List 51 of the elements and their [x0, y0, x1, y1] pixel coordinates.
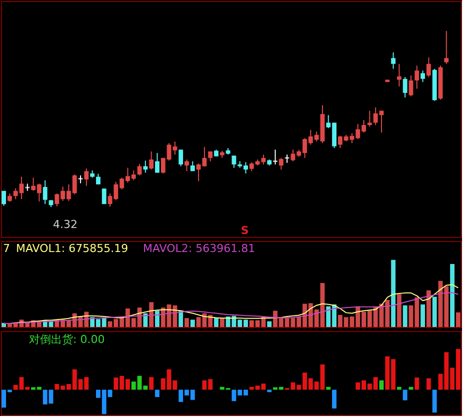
bar [402, 390, 408, 400]
bar [332, 390, 336, 408]
candlestick [444, 30, 449, 64]
bar [426, 290, 431, 327]
candlestick [278, 157, 284, 170]
candlestick [420, 70, 426, 83]
candlestick [184, 159, 189, 172]
bar [155, 310, 160, 327]
bar [432, 296, 437, 327]
bar [190, 320, 195, 327]
candlestick [414, 65, 420, 90]
candlestick [367, 110, 372, 128]
text: 7 [3, 242, 10, 255]
candlestick [96, 173, 100, 185]
candlestick [143, 160, 148, 174]
bar [426, 378, 431, 390]
bar [450, 264, 455, 327]
candlestick [426, 56, 431, 78]
bar [414, 377, 420, 390]
candlestick [178, 149, 184, 167]
bar [155, 390, 160, 398]
candlestick [273, 149, 278, 165]
bar [149, 377, 154, 390]
bar [267, 321, 272, 327]
bar [267, 390, 272, 392]
bar [391, 260, 396, 327]
candlestick [42, 180, 48, 205]
candlestick [137, 163, 142, 176]
bar [432, 390, 437, 413]
bar [149, 302, 154, 327]
text: 4.32 [53, 218, 78, 232]
text: S [240, 224, 249, 237]
candlestick [232, 155, 236, 168]
bar [396, 294, 402, 327]
candlestick [149, 150, 154, 170]
bar [420, 304, 426, 327]
bar [220, 318, 224, 327]
candlestick [84, 168, 89, 186]
text: MAVOL2: 563961.81 [143, 242, 256, 255]
candlestick [155, 152, 160, 174]
candlestick [402, 76, 408, 98]
candlestick [102, 188, 106, 205]
bar [402, 305, 408, 327]
text: MAVOL1: 675855.19 [16, 242, 128, 255]
chart-title: 对倒出货: 0.00 [29, 333, 105, 346]
candlestick [2, 190, 6, 206]
candlestick [396, 63, 402, 87]
bar [184, 318, 189, 327]
bar [456, 312, 460, 327]
candlestick [391, 52, 396, 70]
bar [214, 318, 218, 327]
